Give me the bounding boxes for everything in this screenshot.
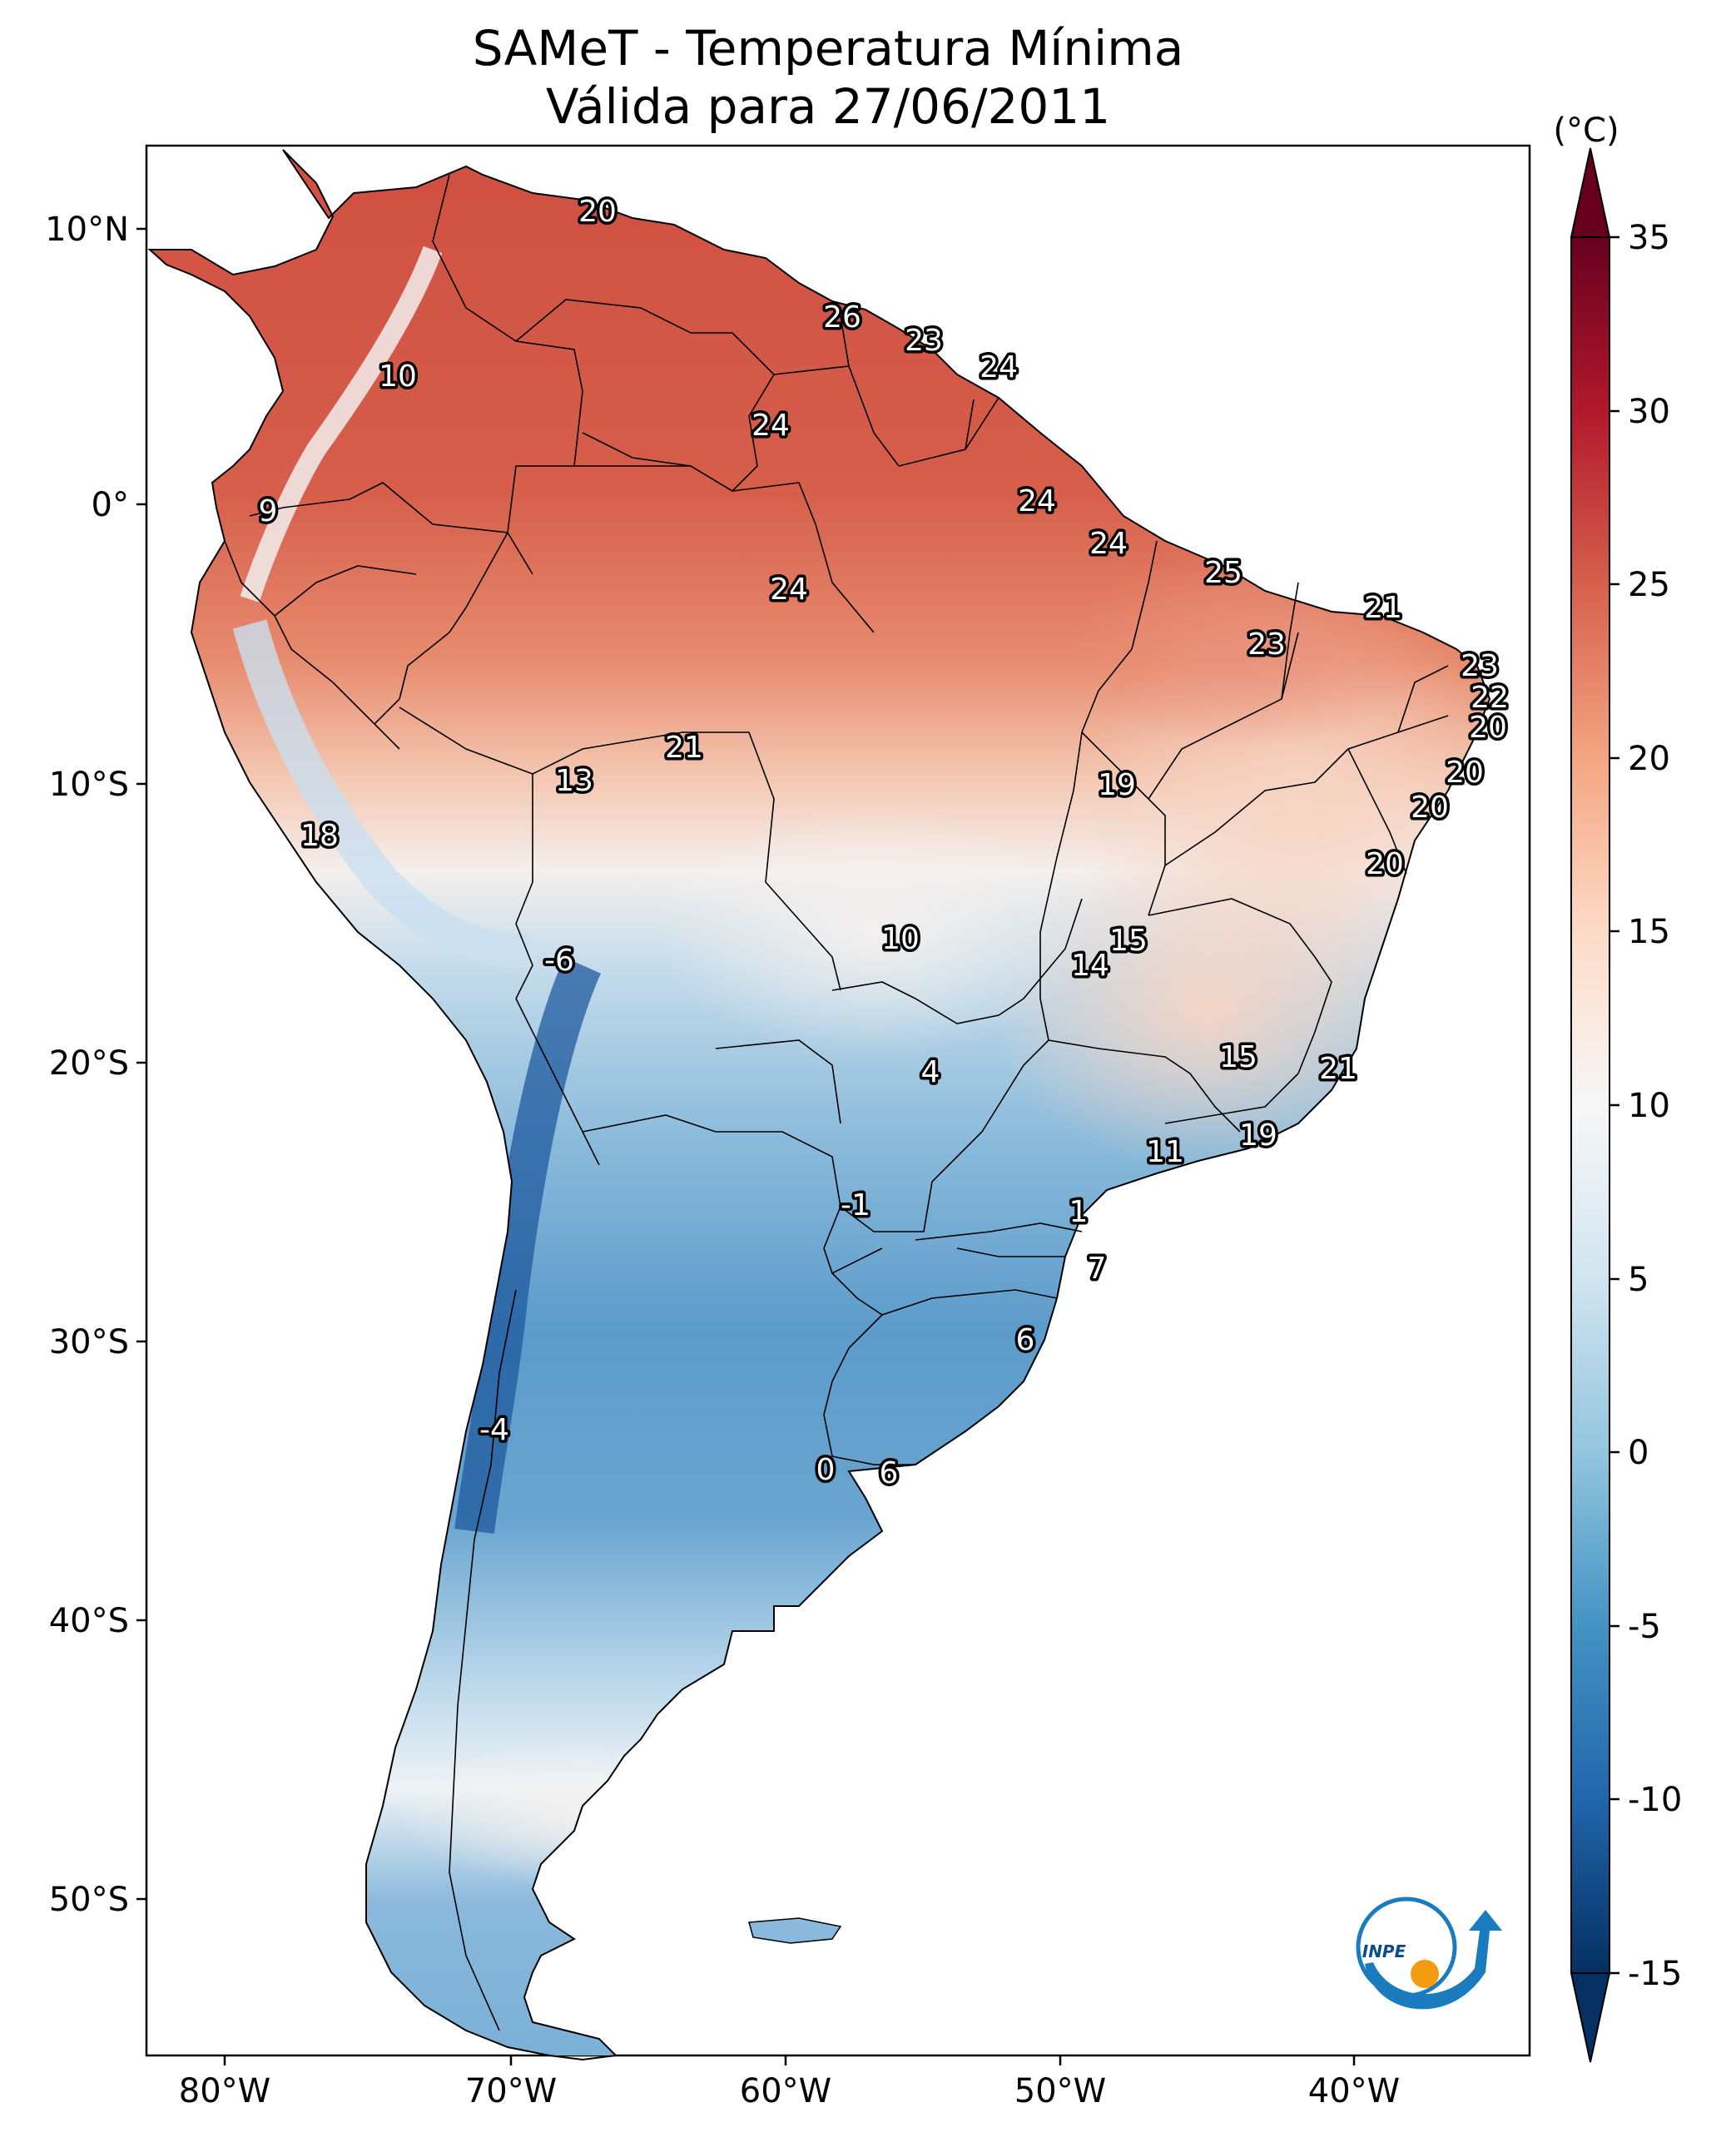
lon-label: 80°W [179, 2072, 270, 2110]
colorbar-tick-label: 35 [1628, 219, 1670, 257]
colorbar-ticks [1610, 236, 1619, 1975]
colorbar-tick-label: 10 [1628, 1087, 1670, 1125]
station-value: 24 [770, 573, 808, 607]
lon-label: 50°W [1014, 2072, 1106, 2110]
colorbar-tick-label: -5 [1628, 1608, 1661, 1646]
colorbar-tick-label: 20 [1628, 740, 1670, 778]
station-value: 4 [921, 1055, 940, 1089]
colorbar-tick-label: 15 [1628, 913, 1670, 951]
station-value: 23 [905, 324, 943, 358]
station-value: 19 [1098, 768, 1136, 802]
station-value: 24 [1089, 527, 1128, 561]
station-value: 1 [1069, 1195, 1089, 1229]
colorbar-tick-label: 0 [1628, 1434, 1649, 1472]
colorbar: (°C) 35 30 25 20 15 10 5 0 -5 -10 [1553, 112, 1682, 2063]
station-value: 9 [259, 494, 278, 528]
colorbar-unit-label: (°C) [1553, 112, 1619, 150]
station-value: 24 [1018, 484, 1056, 518]
inpe-logo: INPE [1356, 1897, 1502, 2010]
station-value: 20 [1446, 756, 1484, 790]
falkland-islands [748, 1917, 842, 1944]
station-value: 13 [555, 764, 593, 798]
station-value: 21 [1364, 591, 1402, 625]
station-value: -6 [544, 944, 574, 978]
lat-label: 10°S [49, 766, 129, 804]
station-value: 21 [1319, 1052, 1357, 1086]
lat-label: 20°S [49, 1044, 129, 1083]
station-value: 18 [300, 819, 339, 853]
country-borders [224, 174, 1449, 2031]
colorbar-tick-label: 30 [1628, 393, 1670, 431]
station-value: 15 [1109, 924, 1148, 958]
station-value: 24 [751, 409, 790, 443]
station-value: 19 [1239, 1118, 1277, 1153]
colorbar-tick-label: -10 [1628, 1781, 1682, 1819]
station-value: 14 [1071, 949, 1109, 983]
station-value-labels: 20 26 23 24 10 24 9 24 24 25 24 21 23 23… [255, 192, 1511, 1494]
station-value: 0 [816, 1453, 836, 1487]
lat-label: 0° [92, 486, 129, 524]
station-value: 7 [1088, 1252, 1107, 1286]
colorbar-tick-label: 5 [1628, 1261, 1649, 1299]
station-value: 21 [665, 731, 703, 765]
station-value: 10 [379, 359, 417, 394]
lat-label: 30°S [49, 1323, 129, 1361]
colorbar-bottom-arrow [1570, 1972, 1611, 2063]
lon-tick-labels: 80°W 70°W 60°W 50°W 40°W [179, 2072, 1400, 2110]
station-value: 20 [578, 195, 617, 229]
station-value: 23 [1461, 649, 1499, 683]
station-value: 23 [1247, 627, 1286, 662]
colorbar-top-arrow [1570, 147, 1611, 238]
station-value: -4 [479, 1413, 509, 1447]
lon-label: 40°W [1308, 2072, 1400, 2110]
lat-label: 10°N [45, 211, 129, 249]
lat-tick-labels: 10°N 0° 10°S 20°S 30°S 40°S 50°S [45, 211, 129, 1919]
lat-ticks [136, 227, 146, 1901]
inpe-logo-text: INPE [1362, 1941, 1406, 1961]
station-value: 6 [1016, 1323, 1035, 1357]
station-value: 20 [1411, 791, 1449, 825]
station-value: 25 [1204, 556, 1242, 590]
station-value: 20 [1366, 847, 1404, 881]
colorbar-tick-label: 25 [1628, 566, 1670, 604]
lon-label: 60°W [740, 2072, 831, 2110]
map-title-line1: SAMeT - Temperatura Mínima [473, 20, 1184, 77]
station-value: 11 [1146, 1135, 1184, 1169]
station-value: 15 [1219, 1040, 1257, 1074]
colorbar-tick-label: -15 [1628, 1955, 1682, 1993]
lon-ticks [223, 2055, 1356, 2065]
colorbar-tick-labels: 35 30 25 20 15 10 5 0 -5 -10 -15 [1628, 219, 1682, 1993]
map-title-line2: Válida para 27/06/2011 [546, 78, 1110, 135]
continent-coastline [147, 149, 1491, 2061]
lat-label: 50°S [49, 1881, 129, 1919]
station-value: 22 [1471, 681, 1509, 715]
station-value: 26 [823, 300, 861, 335]
station-value: 24 [980, 350, 1018, 384]
station-value: 6 [880, 1456, 899, 1490]
station-value: -1 [841, 1188, 870, 1222]
lon-label: 70°W [465, 2072, 557, 2110]
station-value: 20 [1469, 711, 1507, 745]
colorbar-scale [1570, 236, 1610, 1974]
lat-label: 40°S [49, 1602, 129, 1640]
station-value: 10 [881, 922, 920, 956]
